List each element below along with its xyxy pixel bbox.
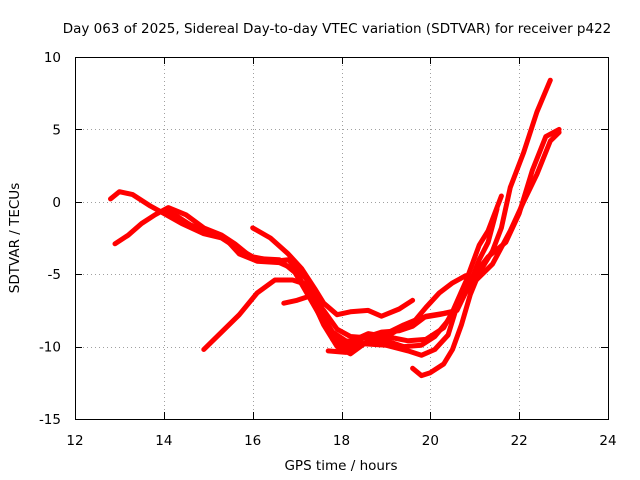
chart-title: Day 063 of 2025, Sidereal Day-to-day VTE… xyxy=(63,21,612,37)
y-tick-label: 10 xyxy=(44,50,61,66)
x-axis-label: GPS time / hours xyxy=(284,458,397,474)
y-tick-label: 0 xyxy=(52,195,61,211)
y-tick-label: 5 xyxy=(52,122,61,138)
y-tick-label: -5 xyxy=(48,267,61,283)
grid-lines xyxy=(75,57,608,419)
y-tick-label: -15 xyxy=(39,412,61,428)
series-track-g xyxy=(325,273,469,355)
ticks: 12 14 16 18 20 22 24 -15 -10 -5 0 5 10 xyxy=(39,50,617,449)
y-tick-label: -10 xyxy=(39,340,61,356)
series-track-h xyxy=(410,77,553,379)
series-track-d xyxy=(250,225,416,319)
series-track-e xyxy=(201,206,500,352)
series-layer xyxy=(108,77,562,379)
x-tick-label: 18 xyxy=(333,433,350,449)
x-tick-label: 20 xyxy=(422,433,439,449)
series-track-a xyxy=(108,126,562,358)
series-track-f xyxy=(281,293,455,341)
x-tick-label: 22 xyxy=(511,433,528,449)
x-tick-label: 12 xyxy=(66,433,83,449)
x-tick-label: 24 xyxy=(599,433,616,449)
x-tick-label: 14 xyxy=(155,433,172,449)
y-axis-label: SDTVAR / TECUs xyxy=(7,183,23,293)
x-tick-label: 16 xyxy=(244,433,261,449)
series-track-b xyxy=(112,129,562,357)
